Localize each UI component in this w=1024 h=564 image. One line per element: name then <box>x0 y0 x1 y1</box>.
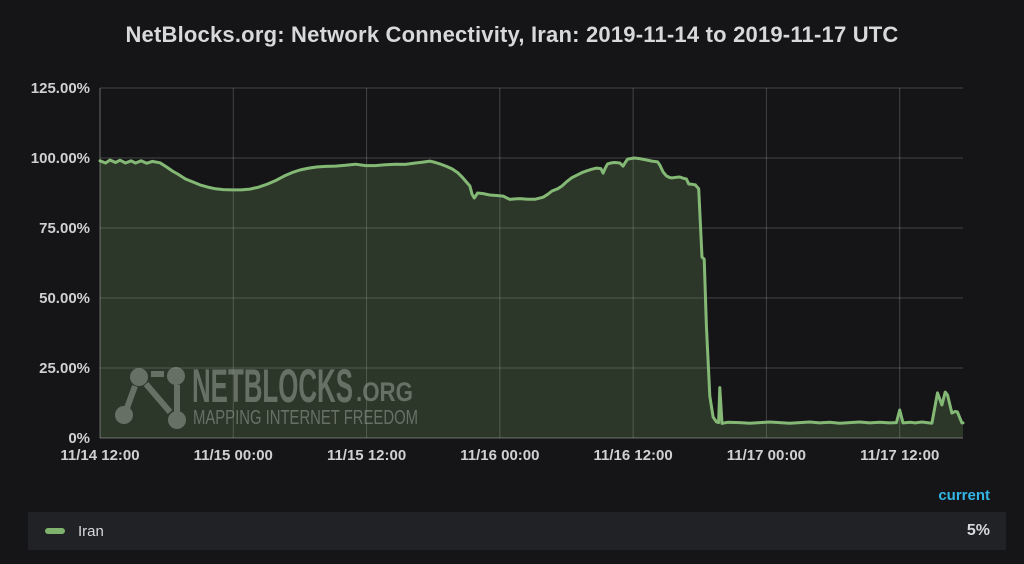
page-title: NetBlocks.org: Network Connectivity, Ira… <box>125 22 899 47</box>
series-line <box>98 156 965 425</box>
watermark-node-icon <box>167 367 185 385</box>
x-tick-label: 11/16 00:00 <box>460 447 539 464</box>
watermark-brand: NETBLOCKS <box>192 359 353 412</box>
series-current-value: 5% <box>966 522 990 539</box>
legend-row-iran[interactable]: Iran 5% <box>28 512 1006 550</box>
x-tick-label: 11/16 12:00 <box>594 447 673 464</box>
watermark-node-icon <box>130 368 148 386</box>
y-tick-label: 125.00% <box>31 80 90 97</box>
x-tick-label: 11/17 00:00 <box>727 447 806 464</box>
watermark-edge <box>143 382 173 414</box>
series-label[interactable]: Iran <box>78 522 104 540</box>
y-tick-label: 25.00% <box>39 360 90 377</box>
legend-column-current[interactable]: current <box>938 487 990 504</box>
watermark-node-icon <box>115 406 133 424</box>
watermark-tld: .ORG <box>356 377 413 407</box>
y-tick-label: 50.00% <box>39 290 90 307</box>
title-bar: NetBlocks.org: Network Connectivity, Ira… <box>0 0 1024 70</box>
watermark-tagline: MAPPING INTERNET FREEDOM <box>193 407 418 429</box>
x-tick-label: 11/15 00:00 <box>194 447 273 464</box>
series-area <box>100 158 963 438</box>
watermark-edge <box>124 384 138 410</box>
y-tick-label: 100.00% <box>31 150 90 167</box>
watermark-node-icon <box>168 411 186 429</box>
y-tick-label: 75.00% <box>39 220 90 237</box>
y-tick-label: 0% <box>68 430 90 447</box>
series-color-icon[interactable] <box>45 528 65 534</box>
x-tick-label: 11/14 12:00 <box>60 447 139 464</box>
x-tick-label: 11/15 12:00 <box>327 447 406 464</box>
x-tick-label: 11/17 12:00 <box>860 447 939 464</box>
